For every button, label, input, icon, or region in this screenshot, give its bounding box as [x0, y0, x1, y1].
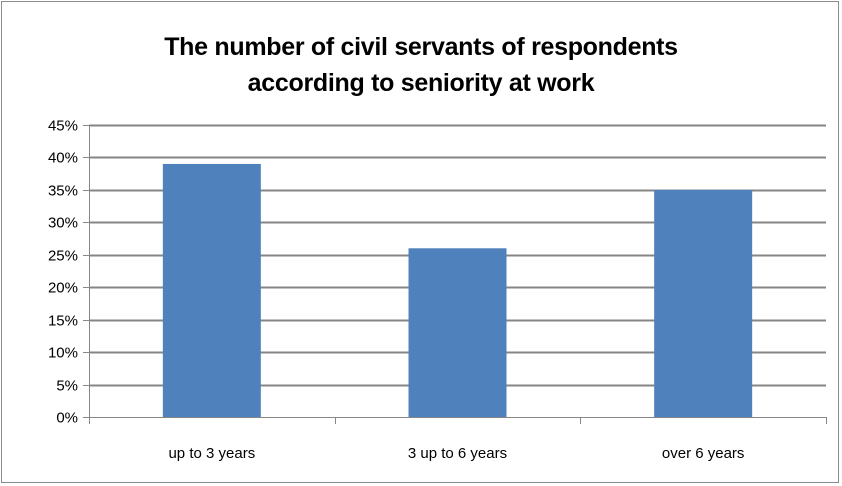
x-tick-label: up to 3 years [168, 445, 255, 462]
y-tick-label: 40% [48, 150, 78, 167]
chart-title: The number of civil servants of responde… [0, 29, 842, 101]
y-tick-label: 5% [56, 378, 78, 395]
x-tick-labels: up to 3 years 3 up to 6 years over 6 years [168, 445, 744, 462]
y-tick-label: 45% [48, 118, 78, 135]
x-tick-label: 3 up to 6 years [408, 445, 507, 462]
bar-3 [654, 189, 753, 417]
chart-title-line-2: according to seniority at work [247, 69, 595, 97]
y-tick-label: 30% [48, 215, 78, 232]
bar-2 [408, 248, 507, 417]
y-tick-label: 0% [56, 410, 78, 427]
axes [83, 125, 827, 424]
y-tick-label: 35% [48, 183, 78, 200]
y-tick-label: 20% [48, 280, 78, 297]
chart-title-line-1: The number of civil servants of responde… [164, 33, 678, 61]
y-tick-label: 15% [48, 313, 78, 330]
x-tick-label: over 6 years [662, 445, 745, 462]
bars [162, 163, 753, 417]
bar-1 [162, 163, 261, 417]
y-tick-labels: 0% 5% 10% 15% 20% 25% 30% 35% 40% 45% [48, 118, 78, 427]
y-tick-label: 25% [48, 248, 78, 265]
y-tick-label: 10% [48, 345, 78, 362]
